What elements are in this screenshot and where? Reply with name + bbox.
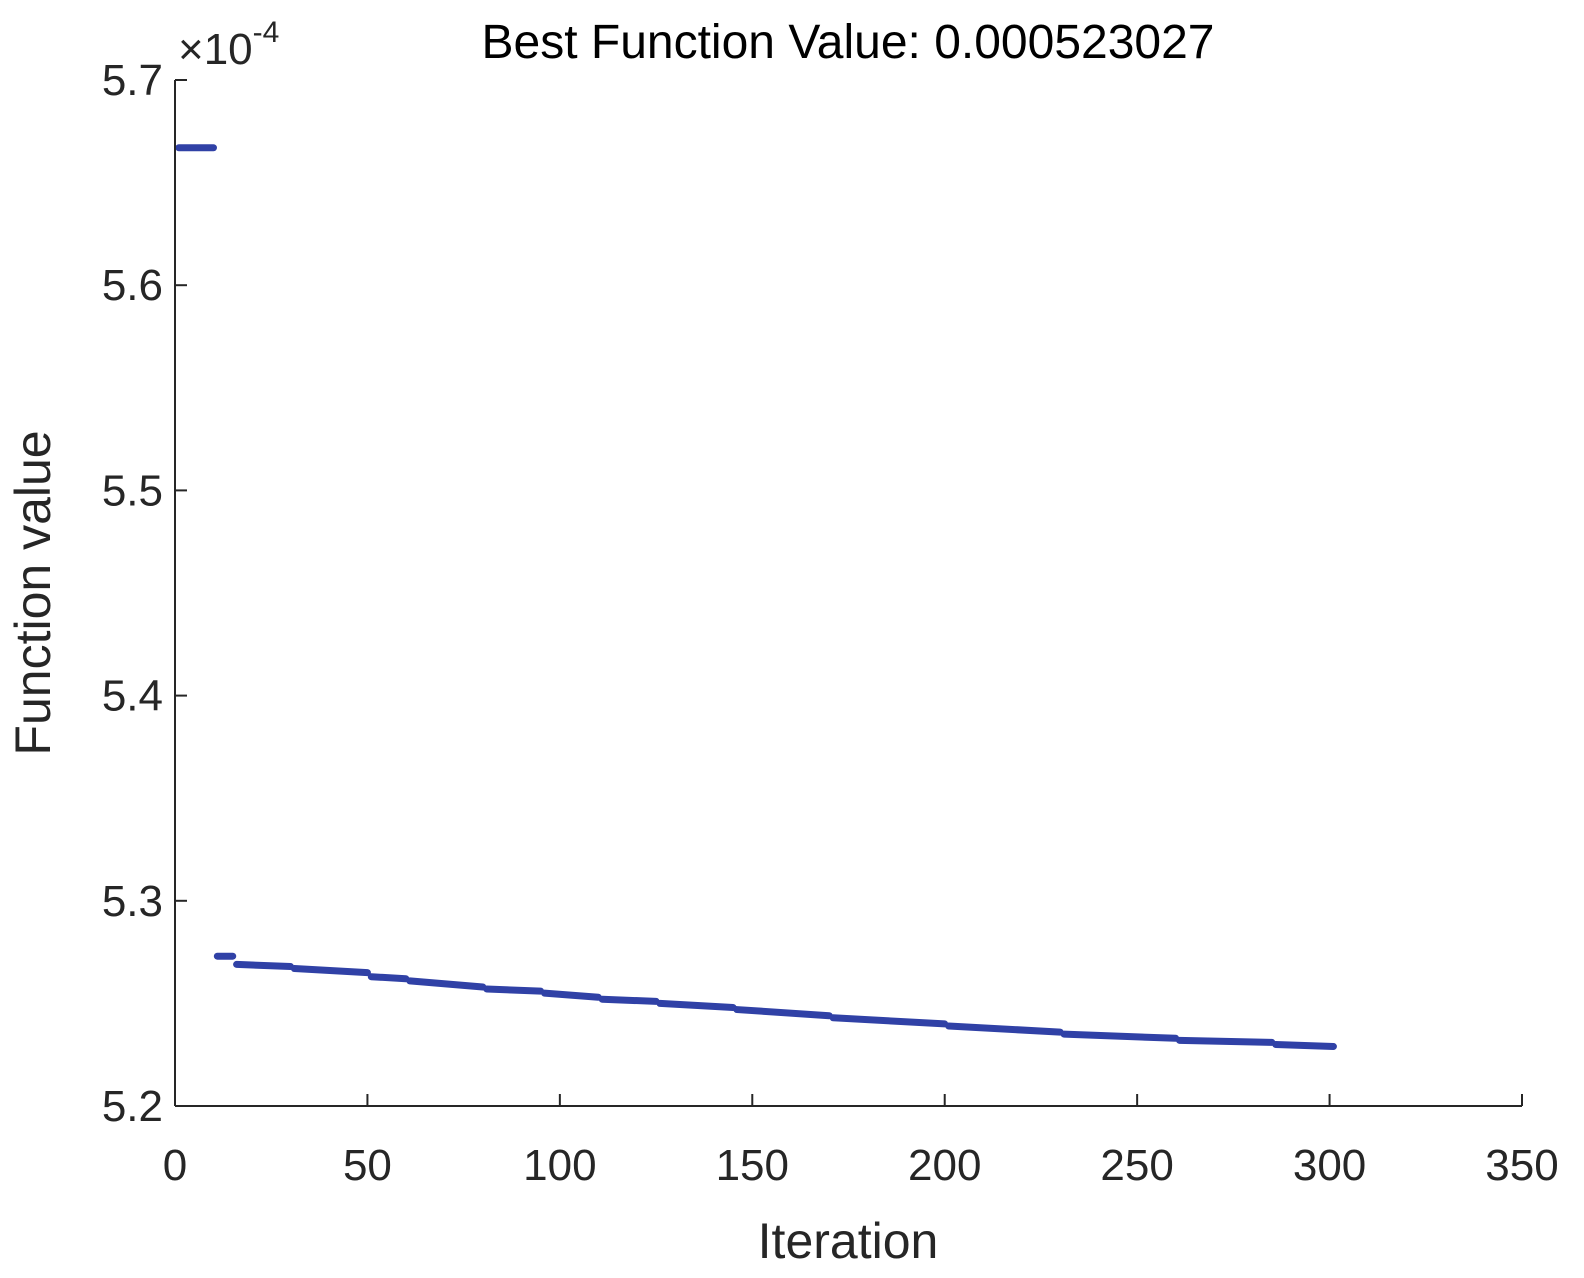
y-tick-label: 5.4 bbox=[102, 672, 163, 721]
x-tick-label: 200 bbox=[908, 1141, 981, 1190]
y-tick-label: 5.7 bbox=[102, 56, 163, 105]
series-segment bbox=[1060, 1030, 1180, 1042]
series-segment bbox=[367, 973, 410, 983]
y-axis-exponent-power: -4 bbox=[253, 16, 280, 49]
series-segment bbox=[1272, 1040, 1337, 1050]
x-tick-label: 350 bbox=[1485, 1141, 1558, 1190]
x-axis-title: Iteration bbox=[758, 1213, 939, 1269]
y-tick-label: 5.3 bbox=[102, 877, 163, 926]
series-segment bbox=[1175, 1036, 1276, 1046]
x-tick-label: 300 bbox=[1293, 1141, 1366, 1190]
x-tick-label: 100 bbox=[523, 1141, 596, 1190]
y-tick-label: 5.5 bbox=[102, 466, 163, 515]
y-axis-ticks: 5.2 5.3 5.4 5.5 5.6 5.7 bbox=[102, 56, 187, 1131]
x-tick-label: 50 bbox=[343, 1141, 392, 1190]
y-tick-label: 5.2 bbox=[102, 1082, 163, 1131]
series-segment bbox=[598, 995, 660, 1005]
series-segment bbox=[733, 1006, 833, 1020]
y-axis-exponent: ×10-4 bbox=[178, 16, 279, 74]
x-axis-ticks: 0 50 100 150 200 250 300 350 bbox=[163, 1094, 1559, 1190]
series-line bbox=[175, 144, 1337, 1050]
series-segment bbox=[406, 977, 487, 991]
y-tick-label: 5.6 bbox=[102, 261, 163, 310]
x-tick-label: 0 bbox=[163, 1141, 187, 1190]
x-tick-label: 250 bbox=[1100, 1141, 1173, 1190]
series-layer bbox=[175, 144, 1337, 1050]
y-axis-title: Function value bbox=[5, 430, 61, 755]
series-segment bbox=[540, 989, 602, 1001]
series-segment bbox=[483, 985, 545, 995]
series-segment bbox=[233, 960, 294, 970]
series-segment bbox=[945, 1022, 1064, 1036]
series-segment bbox=[829, 1014, 949, 1028]
chart-title: Best Function Value: 0.000523027 bbox=[482, 16, 1215, 69]
series-segment bbox=[656, 999, 737, 1012]
x-tick-label: 150 bbox=[716, 1141, 789, 1190]
y-axis-exponent-base: ×10 bbox=[178, 25, 253, 74]
series-segment bbox=[290, 965, 371, 977]
